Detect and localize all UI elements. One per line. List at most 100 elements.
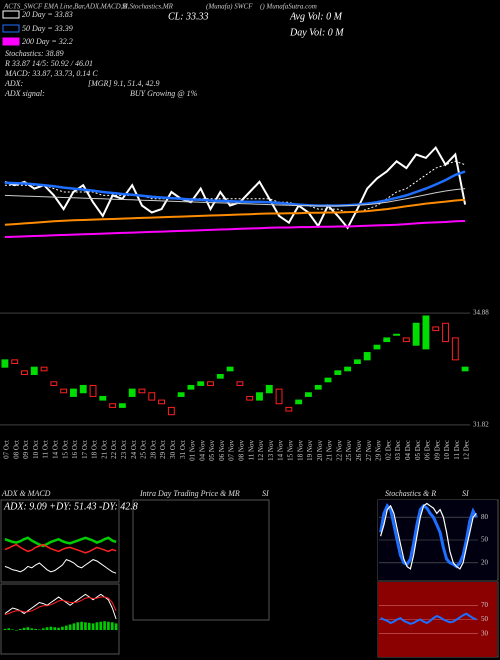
x-tick-label: 03 Dec [394,440,402,460]
series-line [4,543,117,554]
panel-frame [132,499,270,621]
y-tick-label: 50 [481,615,489,623]
x-tick-label: 18 Nov [296,440,304,461]
candle-body [226,366,234,372]
candle-body [256,392,263,401]
series-line [4,170,466,207]
candle-body [363,352,371,361]
x-tick-label: 21 Nov [326,440,334,461]
candle-body [158,399,165,405]
x-tick-label: 18 Oct [91,440,99,459]
x-tick-label: 09 Dec [433,440,441,460]
panel-title: Intra Day Trading Price & MR [139,489,240,498]
x-tick-label: 25 Nov [345,440,353,461]
bar [95,622,99,630]
candle-body [324,377,332,383]
bar [68,624,72,630]
x-tick-label: 17 Oct [81,440,89,459]
x-tick-label: 11 Dec [453,440,461,460]
bar [110,622,114,630]
panel-frame [0,499,120,583]
x-tick-label: 10 Dec [443,440,451,460]
x-tick-label: 12 Dec [463,440,471,460]
x-tick-label: 06 Dec [424,440,432,460]
x-tick-label: 22 Nov [335,440,343,461]
legend-ema20: 20 Day = 33.83 [22,10,73,19]
y-tick-label: 20 [481,558,489,566]
x-tick-label: 06 Nov [218,440,226,461]
legend-swatch [2,10,20,19]
x-tick-label: 24 Oct [130,440,138,459]
x-tick-label: 08 Oct [12,440,20,459]
header-subtitle: SI,Stochastics,MR [122,3,174,11]
candle-body [70,388,77,397]
series-line [4,188,466,207]
candle-body [451,337,459,361]
candle-body [265,384,273,394]
candle-body [109,403,117,408]
x-tick-label: 16 Oct [71,440,79,459]
x-tick-label: 10 Oct [32,440,40,459]
x-tick-label: 04 Dec [404,440,412,460]
bar [80,621,83,630]
bar [53,627,57,630]
candle-body [40,366,48,372]
bar [84,622,87,630]
series-line [4,536,117,548]
x-tick-label: 20 Nov [316,440,324,461]
x-tick-label: 08 Nov [238,440,246,461]
series-line [4,593,117,620]
series-line [4,558,117,574]
candle-body [21,370,28,375]
candle-body [461,366,469,372]
x-tick-label: 05 Dec [414,440,422,460]
candle-body [295,399,303,405]
panel-title: Stochastics & R [385,489,436,498]
adx-readout: ADX: 9.09 +DY: 51.43 -DY: 42.8 [3,501,138,512]
x-tick-label: 23 Oct [120,440,128,459]
candle-body [138,388,146,394]
candle-body [89,384,97,397]
panel-title: SI [262,489,269,498]
candle-body [236,381,244,386]
candle-body [118,403,126,408]
legend-swatch [2,37,20,46]
x-tick-label: 29 Oct [159,440,167,459]
header-site: () MunafaSutra.com [260,3,317,11]
x-tick-label: 19 Nov [306,440,314,461]
legend-ema200: 200 Day = 32.2 [22,37,73,46]
bar [61,626,64,630]
candle-body [50,381,58,386]
candle-body [314,384,322,390]
x-tick-label: 14 Nov [277,440,285,461]
legend-swatch [2,24,20,33]
candle-body [442,322,449,343]
candle-body [334,370,342,375]
bar [11,629,14,630]
bar [91,623,95,630]
y-tick-label: 50 [481,536,489,544]
x-tick-label: 29 Nov [375,440,383,461]
x-tick-label: 11 Oct [42,440,50,459]
x-tick-label: 07 Nov [228,440,236,461]
legend-ema50: 50 Day = 33.39 [22,24,73,33]
bar [18,628,22,630]
header-title: ACTS_SWCF EMA Line,Bar,ADX,MACD,B [3,3,127,11]
x-tick-label: 22 Oct [110,440,118,459]
y-tick-label: 30 [481,629,489,637]
adx-label: ADX: [4,79,24,88]
adx-signal-label: ADX signal: [4,89,45,98]
panel-frame [0,583,120,655]
x-tick-label: 14 Oct [51,440,59,459]
bar [7,628,11,630]
bar [107,621,110,630]
x-tick-label: 02 Dec [384,440,392,460]
adx-values: [MGR] 9.1, 51.4, 42.9 [88,79,160,88]
bar [26,627,30,630]
candle-body [1,359,9,368]
x-tick-label: 11 Nov [247,440,255,461]
candle-body [99,395,107,401]
candle-body [393,333,400,336]
bar [57,627,60,630]
